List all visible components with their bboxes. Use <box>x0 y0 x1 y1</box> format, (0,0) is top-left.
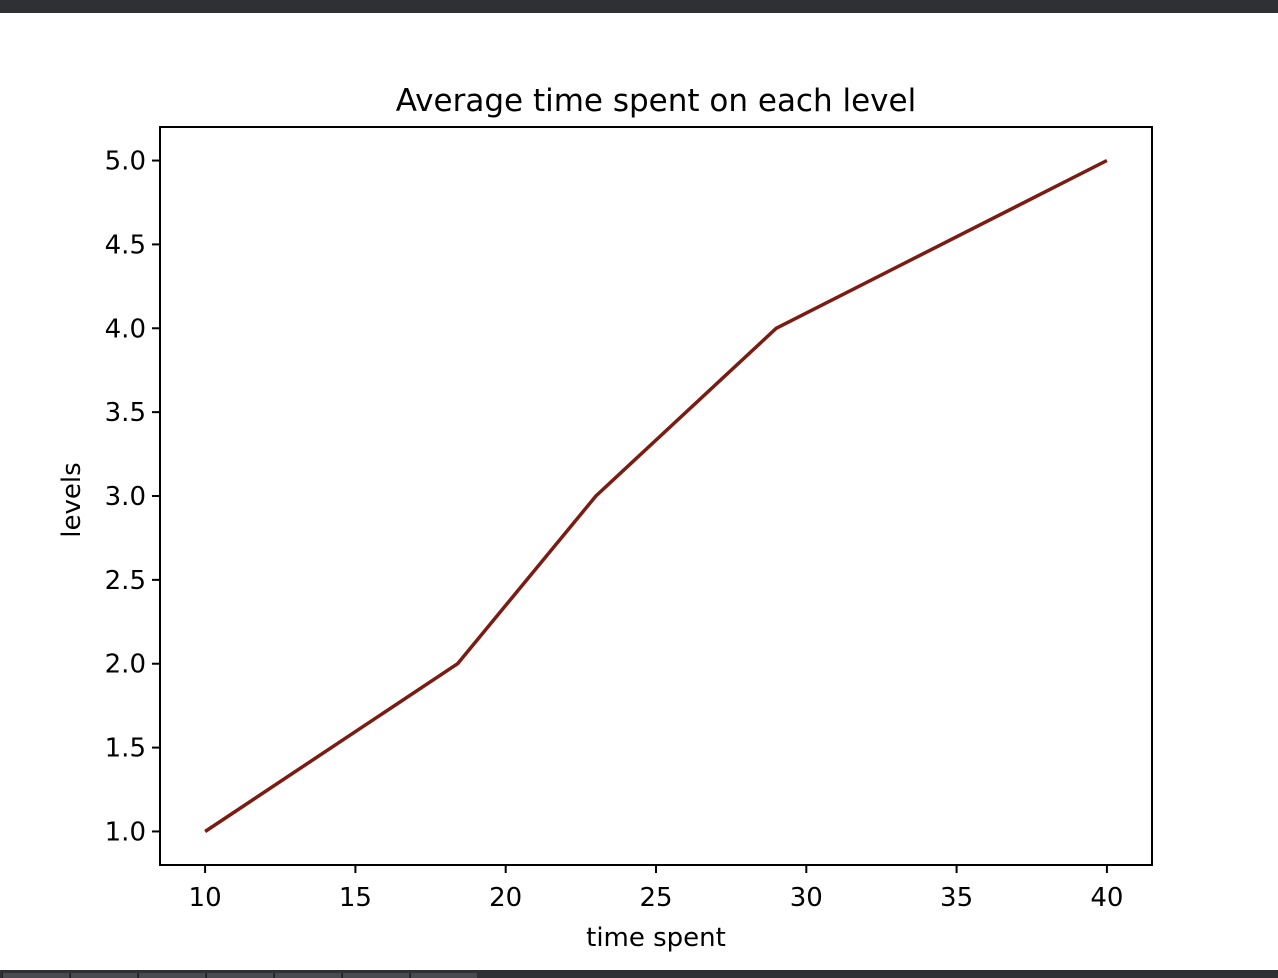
figure-canvas: Average time spent on each level 10 15 20 2… <box>0 13 1278 970</box>
axes-frame <box>159 126 1153 866</box>
taskbar-tab[interactable] <box>342 973 409 978</box>
x-tick-label: 15 <box>339 883 372 913</box>
y-tick-label: 4.0 <box>105 314 146 344</box>
x-tick-label: 20 <box>489 883 522 913</box>
window-title-bar <box>0 0 1278 13</box>
x-tick-label: 25 <box>639 883 672 913</box>
window-status-bar <box>0 970 1278 978</box>
taskbar-tab[interactable] <box>138 973 205 978</box>
y-tick-label: 2.0 <box>105 650 146 680</box>
x-tick-label: 30 <box>790 883 823 913</box>
y-tick-label: 3.5 <box>105 398 146 428</box>
taskbar-tab[interactable] <box>2 973 69 978</box>
x-axis-label: time spent <box>586 923 726 953</box>
y-tick-label: 5.0 <box>105 147 146 177</box>
x-axis: 10 15 20 25 30 35 40 <box>189 865 1123 913</box>
taskbar-tab[interactable] <box>274 973 341 978</box>
chart-title: Average time spent on each level <box>396 83 916 119</box>
y-tick-label: 3.0 <box>105 482 146 512</box>
taskbar-tab[interactable] <box>70 973 137 978</box>
y-tick-label: 2.5 <box>105 566 146 596</box>
x-tick-label: 10 <box>189 883 222 913</box>
x-tick-label: 35 <box>940 883 973 913</box>
taskbar-tab[interactable] <box>206 973 273 978</box>
taskbar-tab[interactable] <box>410 973 477 978</box>
series-line <box>204 158 1108 833</box>
y-axis-label: levels <box>57 462 87 537</box>
x-tick-label: 40 <box>1090 883 1123 913</box>
plot-area <box>204 158 1108 833</box>
y-tick-label: 1.0 <box>105 817 146 847</box>
line-chart: Average time spent on each level 10 15 20 2… <box>57 83 1153 953</box>
y-tick-label: 4.5 <box>105 230 146 260</box>
y-tick-label: 1.5 <box>105 734 146 764</box>
y-axis: 1.0 1.5 2.0 2.5 3.0 3.5 4.0 4.5 5.0 <box>105 147 160 847</box>
